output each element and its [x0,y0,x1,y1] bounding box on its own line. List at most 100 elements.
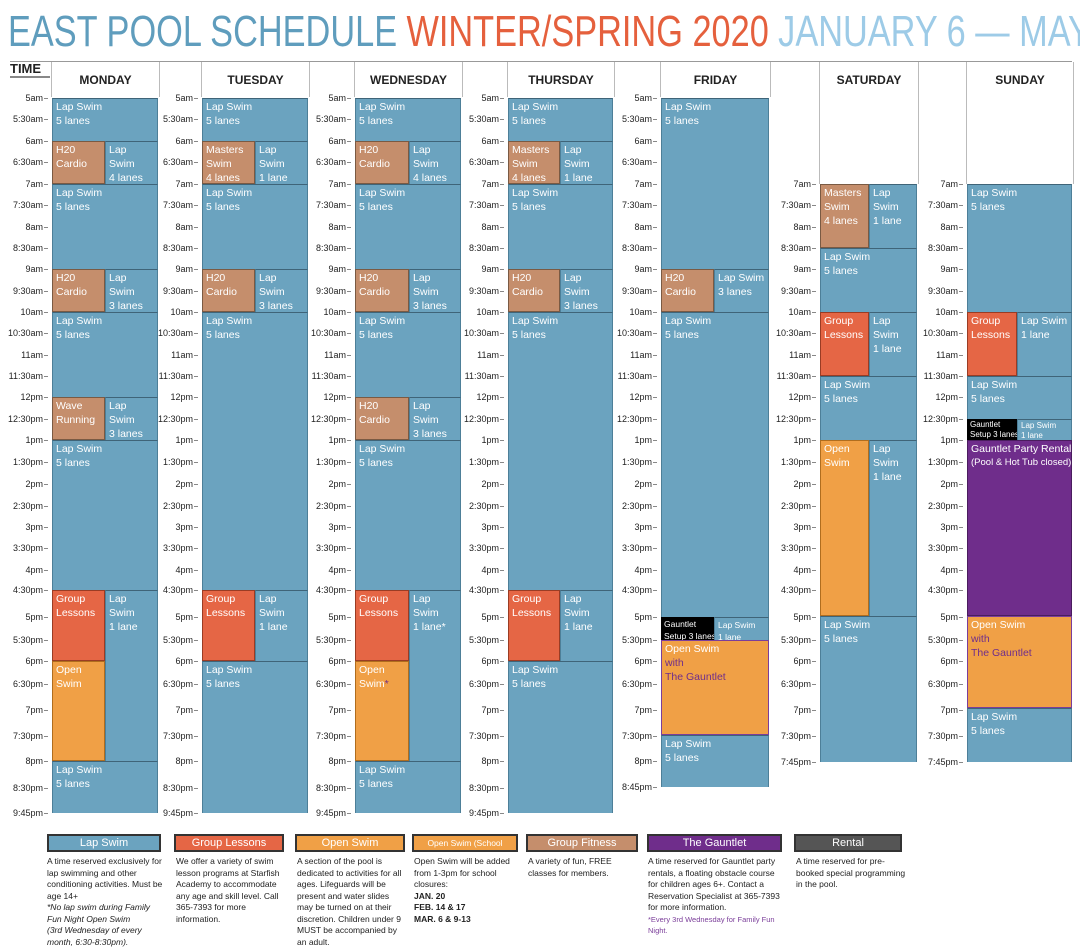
schedule-block-lap-swim[interactable]: Lap Swim 5 lanes [508,661,613,813]
schedule-block-lap-swim[interactable]: Lap Swim 5 lanes [508,312,613,590]
schedule-block-lap-swim[interactable]: Lap Swim 1 lane [869,440,917,616]
schedule-block-gauntlet-party-rental[interactable]: Gauntlet Party Rental (Pool & Hot Tub clo… [967,440,1072,616]
schedule-block-open-swim[interactable]: Open Swim [52,661,105,761]
schedule-block-group-fitness[interactable]: Masters Swim 4 lanes [202,141,255,184]
time-tick-label: 6:30am [4,157,48,167]
schedule-block-group-fitness[interactable]: Wave Running [52,397,105,440]
schedule-block-lap-swim[interactable]: Lap Swim 3 lanes [105,269,158,312]
time-tick-label: 2pm [307,479,351,489]
schedule-block-lap-swim[interactable]: Lap Swim 5 lanes [508,184,613,269]
schedule-block-group-fitness[interactable]: Masters Swim 4 lanes [820,184,869,248]
schedule-block-lap-swim[interactable]: Lap Swim 1 lane [869,312,917,376]
schedule-block-group-fitness[interactable]: Masters Swim 4 lanes [508,141,560,184]
schedule-block-group-fitness[interactable]: H20 Cardio [355,141,409,184]
schedule-block-lap-swim[interactable]: Lap Swim 3 lanes [105,397,158,440]
schedule-block-lap-swim[interactable]: Lap Swim 4 lanes [105,141,158,184]
schedule-block-group-lessons[interactable]: Group Lessons [202,590,255,661]
block-detail: 5 lanes [665,115,699,127]
schedule-block-group-fitness[interactable]: H20 Cardio [508,269,560,312]
schedule-block-lap-swim[interactable]: Lap Swim 5 lanes [967,376,1072,419]
schedule-block-lap-swim[interactable]: Lap Swim 1 lane [255,141,308,184]
schedule-block-lap-swim[interactable]: Lap Swim 3 lanes [255,269,308,312]
schedule-block-lap-swim[interactable]: Lap Swim 5 lanes [202,661,308,813]
schedule-block-lap-swim[interactable]: Lap Swim 5 lanes [820,248,917,312]
schedule-block-lap-swim[interactable]: Lap Swim 5 lanes [52,440,158,590]
schedule-block-lap-swim[interactable]: Lap Swim 5 lanes [202,98,308,141]
block-detail: Lessons [971,329,1011,341]
schedule-block-lap-swim[interactable]: Lap Swim 4 lanes [409,141,461,184]
block-detail: The Gauntlet [665,671,726,683]
schedule-block-lap-swim[interactable]: Lap Swim 5 lanes [508,98,613,141]
schedule-block-lap-swim[interactable]: Lap Swim 5 lanes [820,376,917,440]
schedule-block-lap-swim[interactable]: Lap Swim 5 lanes [52,761,158,813]
schedule-block-group-lessons[interactable]: Group Lessons [52,590,105,661]
schedule-block-open-swim[interactable]: Open Swim [820,440,869,616]
schedule-block-group-fitness[interactable]: H20 Cardio [355,269,409,312]
schedule-block-lap-swim[interactable]: Lap Swim 3 lanes [560,269,613,312]
schedule-block-group-lessons[interactable]: Group Lessons [820,312,869,376]
schedule-block-lap-swim[interactable]: Lap Swim 5 lanes [202,312,308,590]
time-tick-label: 6am [460,136,504,146]
schedule-block-group-lessons[interactable]: Group Lessons [508,590,560,661]
block-title: Lap Swim [413,400,439,426]
schedule-block-lap-swim[interactable]: Lap Swim 5 lanes [355,440,461,590]
schedule-block-gauntlet-setup[interactable]: Gauntlet Setup 3 lanes [661,617,714,640]
schedule-block-lap-swim[interactable]: Lap Swim 5 lanes [967,184,1072,312]
schedule-block-lap-swim[interactable]: Lap Swim 5 lanes [52,312,158,397]
schedule-block-lap-swim[interactable]: Lap Swim 5 lanes [52,184,158,269]
schedule-block-group-fitness[interactable]: H20 Cardio [202,269,255,312]
time-tick-label: 7am [460,179,504,189]
time-tick-label: 4pm [919,565,963,575]
schedule-block-lap-swim[interactable]: Lap Swim 5 lanes [202,184,308,269]
schedule-block-open-swim-gauntlet[interactable]: Open Swim with The Gauntlet [661,640,769,735]
time-tick-label: 2:30pm [772,501,816,511]
schedule-block-lap-swim[interactable]: Lap Swim 1 lane [105,590,158,761]
block-detail: 3 lanes [564,300,598,312]
schedule-block-group-lessons[interactable]: Group Lessons [355,590,409,661]
schedule-block-lap-swim[interactable]: Lap Swim 5 lanes [661,98,769,269]
schedule-block-lap-swim[interactable]: Lap Swim 5 lanes [355,312,461,397]
block-title: Lap Swim [824,619,871,631]
schedule-block-group-fitness[interactable]: H20 Cardio [52,141,105,184]
time-tick-label: 10am [4,307,48,317]
schedule-block-open-swim-gauntlet[interactable]: Open Swim with The Gauntlet [967,616,1072,708]
block-title: Lap Swim [718,272,765,284]
block-detail: Swim* [359,677,405,691]
schedule-block-lap-swim[interactable]: Lap Swim 1 lane [1017,419,1072,440]
block-title: Group [512,593,542,605]
schedule-block-group-lessons[interactable]: Group Lessons [967,312,1017,376]
schedule-block-lap-swim[interactable]: Lap Swim 3 lanes [714,269,769,312]
schedule-block-gauntlet-setup[interactable]: Gauntlet Setup 3 lanes [967,419,1017,440]
schedule-block-group-fitness[interactable]: H20 Cardio [355,397,409,440]
schedule-block-lap-swim[interactable]: Lap Swim 1 lane [869,184,917,248]
schedule-block-lap-swim[interactable]: Lap Swim 3 lanes [409,397,461,440]
schedule-block-lap-swim[interactable]: Lap Swim 5 lanes [820,616,917,762]
schedule-block-group-fitness[interactable]: H20 Cardio [661,269,714,312]
page-title: EAST POOL SCHEDULE WINTER/SPRING 2020 JANU… [8,6,1080,58]
schedule-block-lap-swim[interactable]: Lap Swim 5 lanes [661,312,769,617]
schedule-block-lap-swim[interactable]: Lap Swim 5 lanes [52,98,158,141]
time-tick-label: 5:30pm [919,635,963,645]
time-tick-label: 9am [919,264,963,274]
schedule-block-lap-swim[interactable]: Lap Swim 5 lanes [355,184,461,269]
time-tick-label: 7:30pm [613,731,657,741]
schedule-block-group-fitness[interactable]: H20 Cardio [52,269,105,312]
block-detail: 5 lanes [206,115,240,127]
schedule-block-lap-swim[interactable]: Lap Swim 5 lanes [967,708,1072,762]
schedule-block-lap-swim[interactable]: Lap Swim 3 lanes [409,269,461,312]
time-tick-label: 10am [460,307,504,317]
schedule-block-lap-swim[interactable]: Lap Swim 5 lanes [355,98,461,141]
legend-text: A time reserved for Gauntlet party renta… [648,856,780,912]
title-season: WINTER/SPRING 2020 [406,7,769,56]
time-tick-label: 5:30am [460,114,504,124]
schedule-block-lap-swim[interactable]: Lap Swim 1 lane [560,590,613,661]
schedule-block-lap-swim[interactable]: Lap Swim 1 lane [714,617,769,640]
schedule-block-lap-swim[interactable]: Lap Swim 1 lane* [409,590,461,761]
schedule-block-lap-swim[interactable]: Lap Swim 1 lane [560,141,613,184]
schedule-block-lap-swim[interactable]: Lap Swim 1 lane [255,590,308,661]
schedule-block-open-swim[interactable]: Open Swim* [355,661,409,761]
schedule-block-lap-swim[interactable]: Lap Swim 1 lane [1017,312,1072,376]
block-title: Lap Swim [971,711,1018,723]
schedule-block-lap-swim[interactable]: Lap Swim 5 lanes [355,761,461,813]
schedule-block-lap-swim[interactable]: Lap Swim 5 lanes [661,735,769,787]
